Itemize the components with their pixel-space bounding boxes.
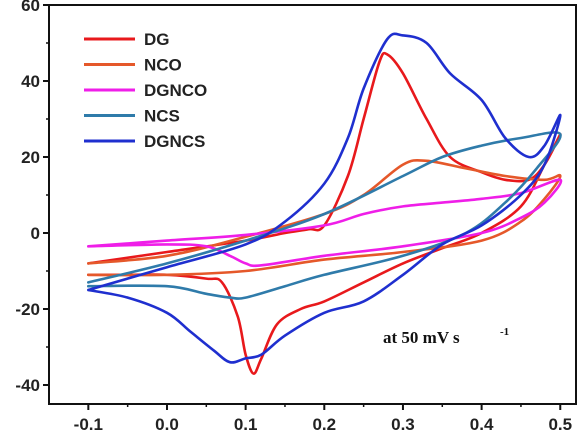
axes: -0.1 0.0 0.1 0.2 0.3 0.4 0.5 -40 -20 0 20 40 60 — [15, 0, 577, 434]
y-tick-label: 60 — [21, 0, 40, 15]
series-line-dgnco — [87, 178, 563, 268]
x-tick-label: -0.1 — [74, 415, 103, 434]
x-tick-label: 0.2 — [312, 415, 336, 434]
series-line-dgncs — [87, 32, 562, 364]
legend-label: DGNCS — [144, 132, 205, 151]
x-tick-label: 0.1 — [234, 415, 258, 434]
legend-label: DG — [144, 30, 170, 49]
legend-label: NCS — [144, 107, 180, 126]
legend-label: NCO — [144, 56, 182, 75]
annotation-rate-superscript: -1 — [500, 326, 509, 338]
x-tick-label: 0.5 — [548, 415, 572, 434]
x-tick-label: 0.3 — [391, 415, 415, 434]
y-tick-label: 0 — [31, 224, 40, 243]
plot-frame — [48, 4, 577, 405]
x-tick-label: 0.0 — [155, 415, 179, 434]
x-tick-label: 0.4 — [470, 415, 494, 434]
y-tick-label: 40 — [21, 72, 40, 91]
y-tick-label: -40 — [15, 376, 40, 395]
plot-area — [87, 32, 563, 375]
series-line-ncs — [87, 131, 562, 300]
legend-label: DGNCO — [144, 81, 207, 100]
y-tick-label: 20 — [21, 148, 40, 167]
annotation-rate: at 50 mV s — [383, 328, 460, 347]
y-tick-label: -20 — [15, 300, 40, 319]
